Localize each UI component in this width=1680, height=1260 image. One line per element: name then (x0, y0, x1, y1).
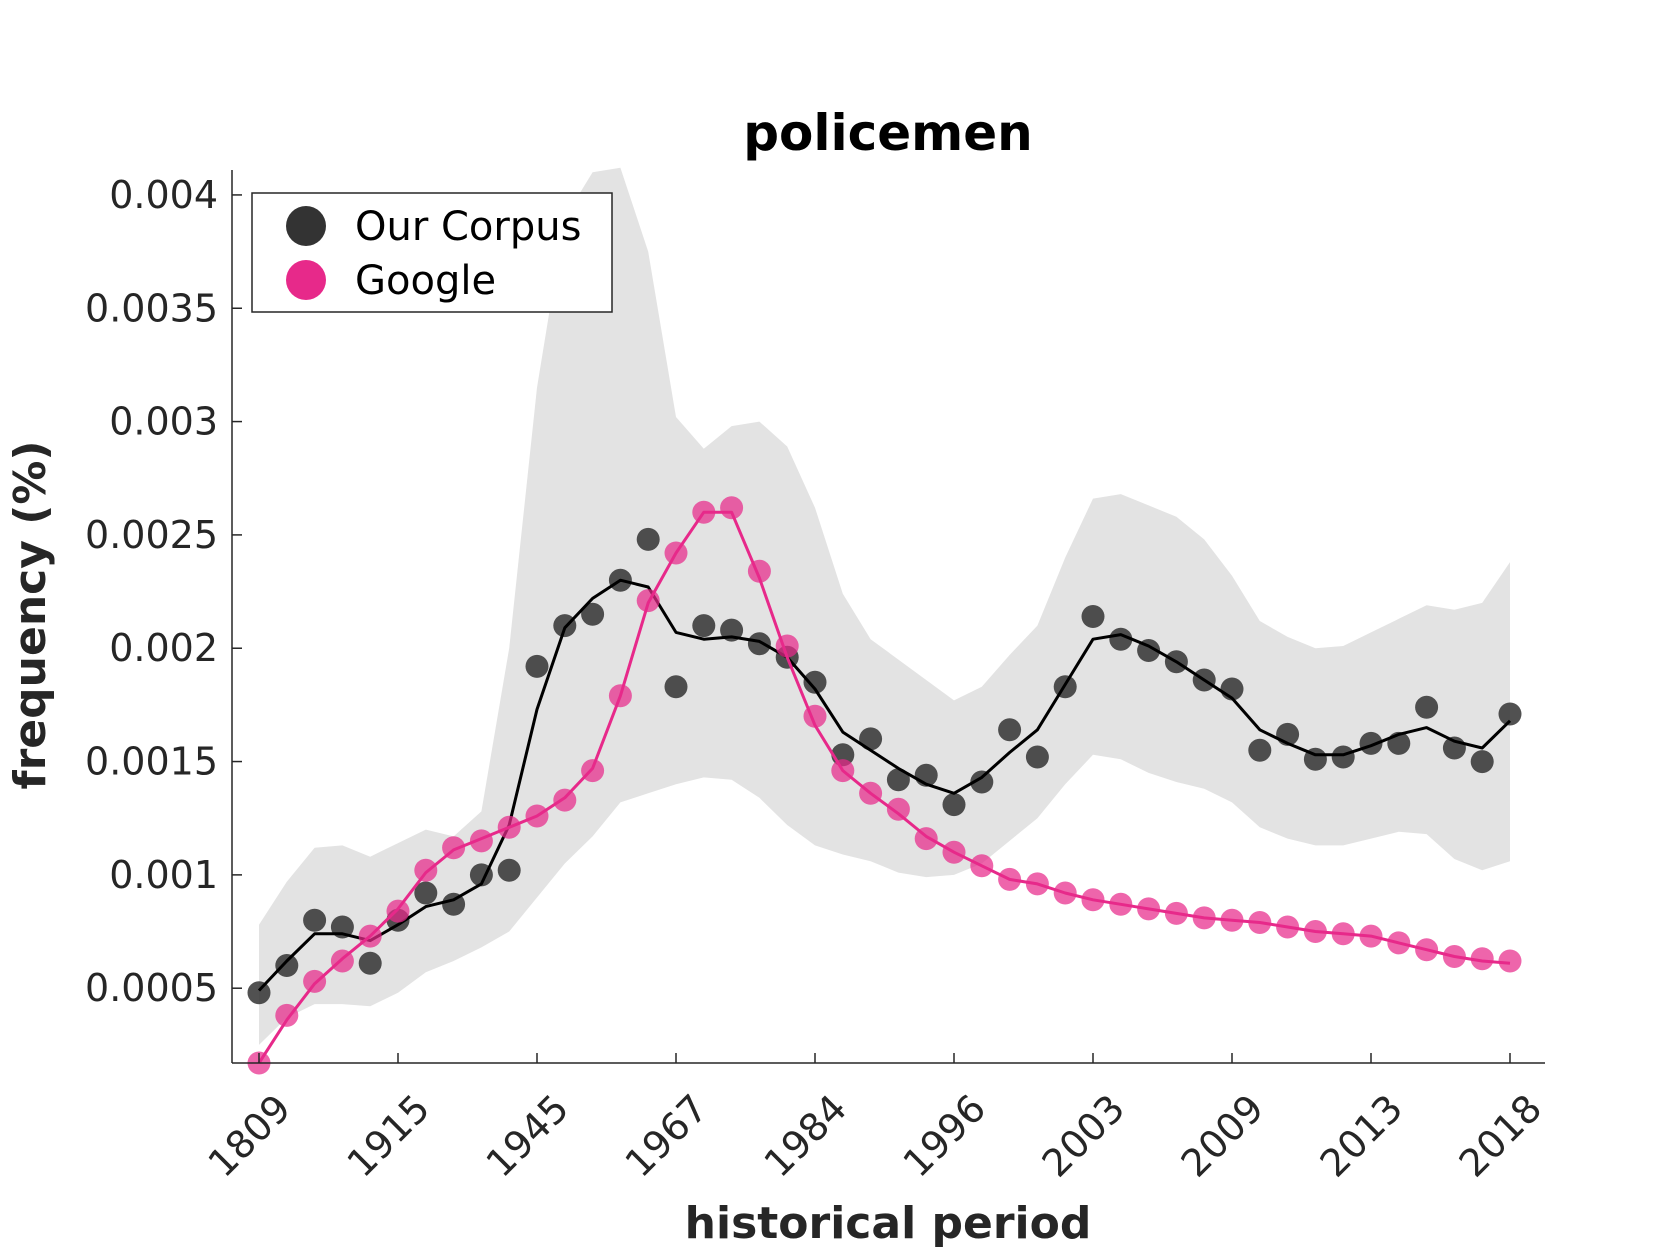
x-tick-label: 1945 (478, 1086, 578, 1186)
legend-marker-google (286, 260, 326, 300)
data-point-our-corpus (247, 981, 271, 1005)
data-point-our-corpus (998, 718, 1022, 742)
data-point-our-corpus (1415, 695, 1439, 719)
x-tick-label: 1996 (895, 1086, 995, 1186)
data-point-our-corpus (1498, 702, 1522, 726)
y-tick-label: 0.0015 (85, 740, 218, 784)
data-point-google (1498, 949, 1522, 973)
data-point-our-corpus (525, 654, 549, 678)
legend-label-our-corpus: Our Corpus (355, 204, 581, 250)
axes (231, 170, 1545, 1064)
data-point-our-corpus (358, 951, 382, 975)
data-point-our-corpus (1470, 750, 1494, 774)
confidence-band-layer (259, 167, 1510, 1045)
y-tick-label: 0.002 (109, 626, 218, 670)
data-point-our-corpus (803, 670, 827, 694)
data-point-our-corpus (581, 602, 605, 626)
y-tick-label: 0.0005 (85, 966, 218, 1010)
data-point-google (275, 1003, 299, 1027)
data-point-google (1470, 947, 1494, 971)
data-point-our-corpus (970, 770, 994, 794)
x-ticks: 1809 1915 1945 1967 1984 1996 2003 2009 2013 2018 (200, 1053, 1551, 1186)
data-point-our-corpus (275, 954, 299, 977)
data-point-google (303, 969, 327, 993)
data-point-our-corpus (414, 881, 438, 905)
legend-marker-our-corpus (286, 206, 326, 246)
data-point-our-corpus (942, 793, 966, 817)
x-tick-label: 1915 (339, 1086, 439, 1186)
data-point-our-corpus (497, 858, 521, 882)
data-point-our-corpus (1248, 738, 1272, 762)
x-axis-label: historical period (685, 1198, 1092, 1249)
x-tick-label: 2018 (1451, 1086, 1551, 1186)
data-point-our-corpus (303, 908, 327, 932)
y-tick-label: 0.004 (109, 173, 218, 217)
data-point-layer (247, 496, 1522, 1075)
y-ticks: 0.0005 0.001 0.0015 0.002 0.0025 0.003 0.0035 0… (85, 173, 242, 1010)
x-tick-label: 2009 (1173, 1086, 1273, 1186)
legend-label-google: Google (355, 258, 496, 304)
data-point-google (414, 858, 438, 882)
y-tick-label: 0.001 (109, 853, 218, 897)
data-point-our-corpus (747, 632, 771, 656)
chart-title: policemen (743, 104, 1033, 162)
confidence-band-our-corpus (259, 167, 1510, 1045)
x-tick-label: 1967 (617, 1086, 717, 1186)
data-point-google (886, 797, 910, 821)
y-tick-label: 0.0035 (85, 286, 218, 330)
data-point-our-corpus (720, 618, 744, 642)
x-tick-label: 2013 (1312, 1086, 1412, 1186)
y-tick-label: 0.0025 (85, 513, 218, 557)
data-point-our-corpus (664, 675, 688, 699)
data-point-our-corpus (859, 727, 883, 751)
data-point-our-corpus (886, 768, 910, 792)
data-point-google (386, 899, 410, 923)
x-tick-label: 1984 (756, 1086, 856, 1186)
data-point-our-corpus (1081, 605, 1105, 628)
legend: Our Corpus Google (251, 192, 613, 313)
y-axis-label: frequency (%) (5, 440, 56, 789)
data-point-our-corpus (1025, 745, 1049, 769)
series-line-our-corpus (257, 578, 1512, 992)
x-tick-label: 2003 (1034, 1086, 1134, 1186)
y-tick-label: 0.003 (109, 400, 218, 444)
x-tick-label: 1809 (200, 1086, 300, 1186)
data-point-google (553, 788, 577, 812)
data-point-our-corpus (636, 527, 660, 551)
series-line-google (257, 510, 1511, 1064)
data-point-our-corpus (1109, 627, 1133, 651)
data-point-our-corpus (1331, 745, 1355, 769)
data-point-our-corpus (442, 892, 466, 916)
data-point-our-corpus (692, 614, 716, 638)
